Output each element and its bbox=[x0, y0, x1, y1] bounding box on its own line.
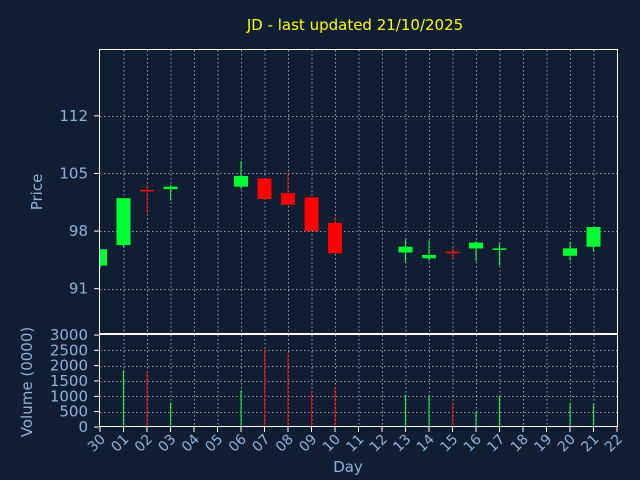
day-tick-label: 30 bbox=[85, 432, 109, 456]
price-axis-label: Price bbox=[28, 174, 46, 211]
day-tick-label: 16 bbox=[461, 431, 485, 455]
candle-17 bbox=[492, 243, 507, 266]
volume-tick-label: 0 bbox=[78, 418, 88, 436]
day-tick-label: 22 bbox=[602, 432, 626, 456]
volume-bars bbox=[123, 348, 594, 427]
volume-tick-label: 2000 bbox=[50, 357, 88, 375]
candle-body bbox=[257, 178, 272, 199]
day-tick-label: 04 bbox=[179, 431, 203, 455]
day-tick-label: 21 bbox=[578, 432, 602, 456]
day-tick-label: 15 bbox=[437, 432, 461, 456]
day-tick-label: 09 bbox=[296, 432, 320, 456]
day-tick-label: 05 bbox=[202, 432, 226, 456]
candle-body bbox=[469, 242, 483, 249]
candle-body bbox=[398, 246, 413, 253]
volume-tick-label: 1000 bbox=[50, 387, 88, 405]
candle-body bbox=[422, 254, 436, 259]
price-tick-label: 98 bbox=[69, 222, 88, 240]
candle-08 bbox=[281, 173, 295, 205]
price-candles bbox=[99, 161, 601, 269]
day-tick-label: 01 bbox=[108, 432, 132, 456]
day-tick-label: 12 bbox=[367, 432, 391, 456]
day-tick-label: 02 bbox=[132, 432, 156, 456]
candle-15 bbox=[445, 247, 460, 260]
candle-body bbox=[163, 186, 178, 190]
day-tick-label: 20 bbox=[555, 432, 579, 456]
candle-14 bbox=[422, 240, 436, 261]
day-tick-label: 17 bbox=[484, 432, 508, 456]
candle-body bbox=[140, 189, 154, 192]
candle-body bbox=[586, 226, 601, 247]
price-grid bbox=[100, 50, 617, 334]
volume-axis-label: Volume (0000) bbox=[18, 327, 36, 437]
candle-body bbox=[116, 198, 131, 246]
price-tick-label: 112 bbox=[59, 107, 88, 125]
candle-01 bbox=[116, 198, 131, 248]
day-tick-label: 10 bbox=[320, 432, 344, 456]
volume-grid bbox=[100, 335, 617, 427]
price-tick-label: 105 bbox=[59, 164, 88, 182]
candle-09 bbox=[304, 197, 319, 232]
candle-body bbox=[100, 249, 107, 266]
candle-20 bbox=[563, 241, 577, 261]
price-axis-ticks: 91 98 105 112 bbox=[59, 107, 100, 298]
volume-tick-label: 3000 bbox=[50, 326, 88, 344]
day-axis-label: Day bbox=[333, 458, 363, 476]
candle-03 bbox=[163, 185, 178, 201]
day-tick-label: 18 bbox=[508, 432, 532, 456]
day-axis-ticks: 30 01 02 03 04 05 06 07 08 09 10 11 12 13 14 15 16 17 18 19… bbox=[85, 427, 626, 455]
candle-16 bbox=[469, 240, 483, 262]
day-tick-label: 11 bbox=[343, 432, 367, 456]
day-tick-label: 03 bbox=[155, 432, 179, 456]
day-tick-label: 19 bbox=[531, 432, 555, 456]
candle-07 bbox=[257, 178, 272, 200]
candle-body bbox=[234, 175, 248, 187]
candle-body bbox=[328, 222, 342, 254]
volume-tick-label: 2500 bbox=[50, 341, 88, 359]
candle-30 bbox=[99, 249, 107, 269]
price-tick-label: 91 bbox=[69, 280, 88, 298]
candle-body bbox=[445, 251, 460, 254]
candle-02 bbox=[140, 185, 154, 213]
day-tick-label: 14 bbox=[414, 431, 438, 455]
candle-body bbox=[563, 248, 577, 256]
candle-body bbox=[281, 193, 295, 205]
volume-tick-label: 1500 bbox=[50, 372, 88, 390]
volume-tick-label: 500 bbox=[59, 403, 88, 421]
day-tick-label: 06 bbox=[226, 431, 250, 455]
candle-body bbox=[492, 248, 507, 250]
chart-title: JD - last updated 21/10/2025 bbox=[246, 16, 463, 34]
day-tick-label: 08 bbox=[273, 432, 297, 456]
day-tick-label: 13 bbox=[390, 432, 414, 456]
candle-10 bbox=[328, 217, 342, 254]
candle-13 bbox=[398, 239, 413, 263]
candle-body bbox=[304, 197, 319, 232]
candle-21 bbox=[586, 226, 601, 252]
price-panel-frame bbox=[99, 49, 618, 334]
candle-06 bbox=[234, 161, 248, 190]
day-tick-label: 07 bbox=[249, 432, 273, 456]
